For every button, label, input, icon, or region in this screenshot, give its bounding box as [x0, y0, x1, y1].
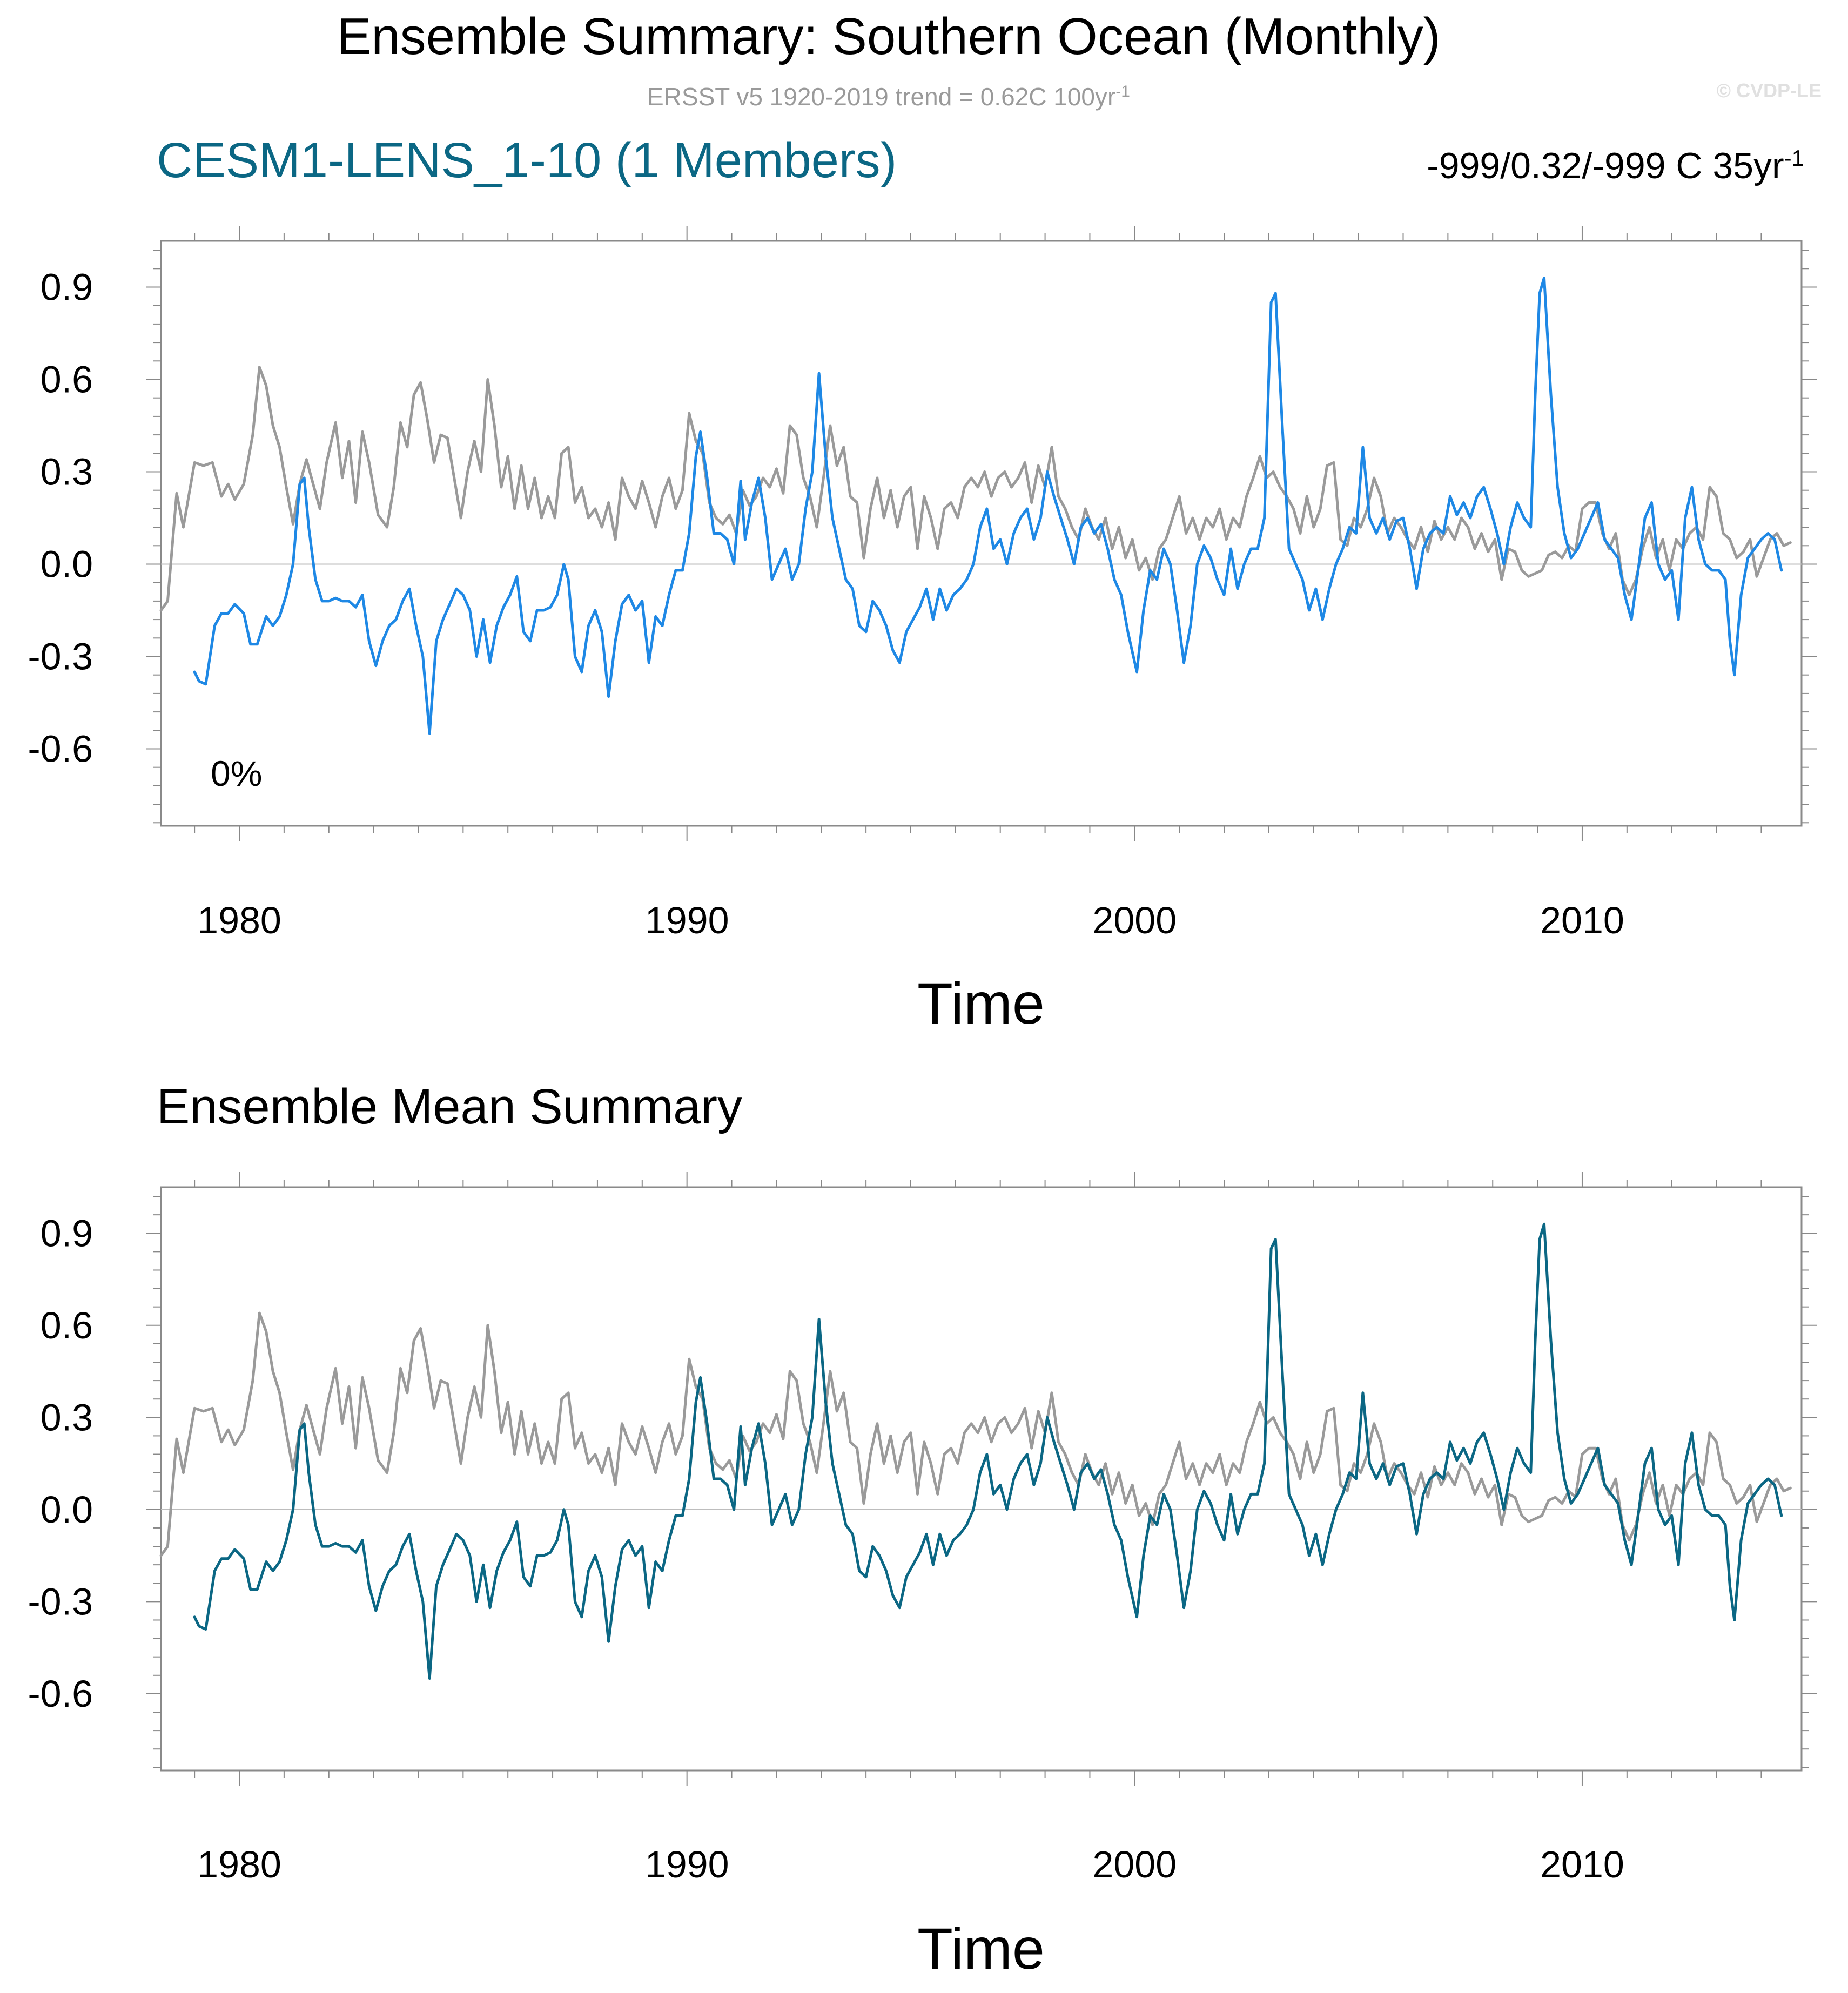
bottom-panel-title: Ensemble Mean Summary — [157, 1079, 742, 1134]
series-line-observed — [159, 366, 1792, 612]
x-tick-label: 1980 — [197, 899, 281, 941]
series-line-observed — [159, 1311, 1792, 1557]
y-tick-label: 0.0 — [41, 543, 93, 585]
y-tick-label: -0.6 — [28, 728, 93, 770]
x-tick-label: 1990 — [645, 899, 729, 941]
y-tick-label: 0.0 — [41, 1489, 93, 1531]
y-tick-label: 0.9 — [41, 266, 93, 308]
axis-ticks-top — [146, 226, 1817, 841]
obs-trend-subtitle: ERSST v5 1920-2019 trend = 0.62C 100yr-1 — [647, 83, 1130, 111]
trend-label-text: -999/0.32/-999 C 35yr — [1427, 145, 1784, 186]
y-tick-labels-bottom: -0.6 -0.3 0.0 0.3 0.6 0.9 — [28, 1212, 93, 1715]
x-tick-label: 2010 — [1540, 899, 1624, 941]
plot-frame-top — [160, 240, 1803, 827]
x-tick-label: 2010 — [1540, 1843, 1624, 1886]
y-tick-label: -0.6 — [28, 1673, 93, 1715]
annotation-percent: 0% — [211, 753, 262, 793]
x-tick-label: 2000 — [1092, 1843, 1177, 1886]
model-label: CESM1-LENS_1-10 (1 Members) — [157, 133, 897, 188]
x-tick-label: 1980 — [197, 1843, 281, 1886]
y-tick-label: 0.3 — [41, 451, 93, 493]
x-tick-labels-bottom: 1980 1990 2000 2010 — [197, 1843, 1624, 1886]
panel-bottom: Ensemble Mean Summary -0.6 -0.3 0.0 0.3 0.6 0… — [28, 1079, 1817, 1981]
y-tick-label: 0.6 — [41, 359, 93, 401]
y-tick-label: 0.6 — [41, 1304, 93, 1346]
series-group-bottom — [159, 1222, 1792, 1680]
series-group-top — [159, 276, 1792, 735]
y-tick-label: 0.3 — [41, 1396, 93, 1438]
axis-ticks-bottom — [146, 1172, 1817, 1786]
plot-frame-bottom — [160, 1186, 1803, 1772]
series-line-member — [193, 276, 1783, 735]
obs-trend-subtitle-sup: -1 — [1115, 83, 1130, 100]
x-tick-label: 2000 — [1092, 899, 1177, 941]
x-axis-title-top: Time — [917, 971, 1045, 1036]
x-axis-title-bottom: Time — [917, 1916, 1045, 1981]
trend-label-sup: -1 — [1784, 145, 1804, 171]
main-title: Ensemble Summary: Southern Ocean (Monthl… — [337, 8, 1441, 65]
y-tick-label: -0.3 — [28, 636, 93, 678]
x-tick-label: 1990 — [645, 1843, 729, 1886]
y-tick-label: 0.9 — [41, 1212, 93, 1254]
panel-top: -0.6 -0.3 0.0 0.3 0.6 0.9 1980 1990 2000 2010 0%… — [28, 226, 1817, 1036]
obs-trend-subtitle-text: ERSST v5 1920-2019 trend = 0.62C 100yr — [647, 83, 1115, 111]
y-tick-labels-top: -0.6 -0.3 0.0 0.3 0.6 0.9 — [28, 266, 93, 770]
trend-label: -999/0.32/-999 C 35yr-1 — [1427, 145, 1804, 187]
x-tick-labels-top: 1980 1990 2000 2010 — [197, 899, 1624, 941]
y-tick-label: -0.3 — [28, 1580, 93, 1622]
series-line-ensemble-mean — [193, 1222, 1783, 1680]
watermark: © CVDP-LE — [1716, 79, 1822, 102]
